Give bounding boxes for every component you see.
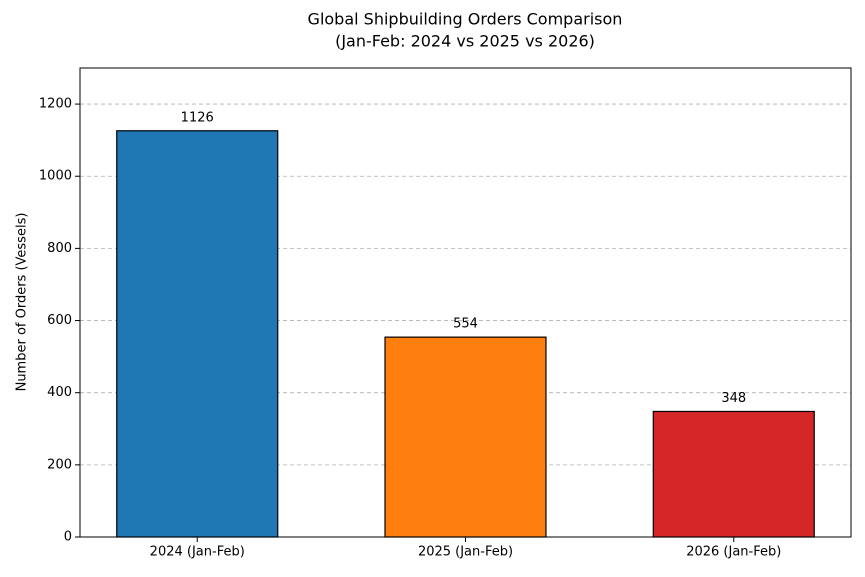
bar <box>652 410 815 538</box>
bar <box>116 130 279 538</box>
y-tick-label: 200 <box>47 457 72 472</box>
value-label: 348 <box>721 391 746 406</box>
y-tick-label: 1000 <box>39 169 72 184</box>
y-tick-label: 1200 <box>39 97 72 112</box>
bar <box>384 336 547 538</box>
y-tick-label: 600 <box>47 313 72 328</box>
value-label: 554 <box>453 317 478 332</box>
x-tick-label: 2024 (Jan-Feb) <box>150 545 245 560</box>
y-tick-label: 0 <box>64 530 72 545</box>
y-axis-label: Number of Orders (Vessels) <box>15 213 30 392</box>
chart-title: Global Shipbuilding Orders Comparison <box>308 10 623 29</box>
value-label: 1126 <box>181 110 214 125</box>
x-tick-label: 2026 (Jan-Feb) <box>686 545 781 560</box>
chart-subtitle: (Jan-Feb: 2024 vs 2025 vs 2026) <box>335 32 595 51</box>
x-tick-label: 2025 (Jan-Feb) <box>418 545 513 560</box>
y-tick-label: 800 <box>47 241 72 256</box>
y-tick-label: 400 <box>47 385 72 400</box>
plot-frame <box>79 67 852 538</box>
